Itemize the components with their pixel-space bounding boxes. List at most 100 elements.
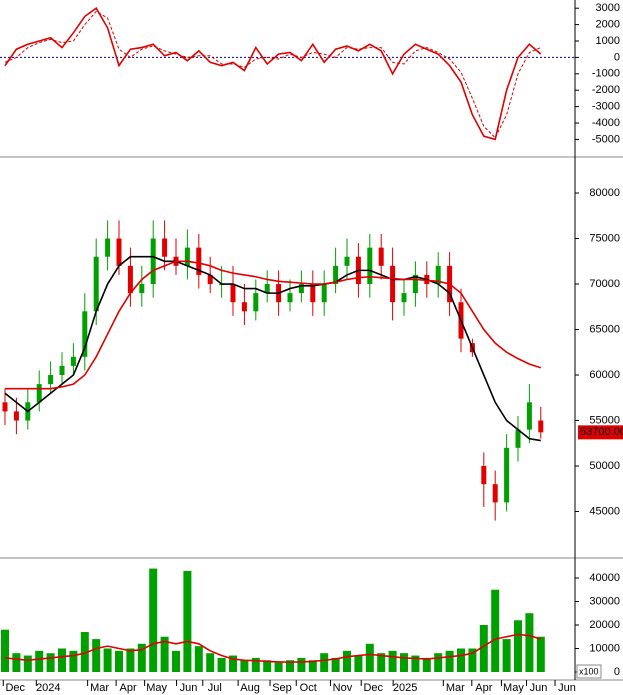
volume-bar	[149, 568, 158, 672]
volume-bar	[468, 648, 477, 672]
candle-body	[70, 356, 76, 366]
y-tick-label: 75000	[589, 232, 620, 244]
volume-bar	[297, 657, 306, 672]
volume-bar	[172, 650, 180, 672]
candle-body	[526, 402, 532, 430]
y-tick-label: 50000	[589, 460, 620, 472]
last-price-label: 53700.00	[580, 426, 623, 438]
y-tick-label: 0	[614, 51, 620, 63]
y-tick-label: 65000	[589, 323, 620, 335]
volume-bar	[514, 620, 522, 672]
y-tick-label: 1000	[596, 35, 620, 47]
candle-body	[13, 411, 19, 421]
volume-bar	[137, 643, 146, 672]
x-tick-label: Mar	[446, 682, 465, 694]
candle-body	[333, 265, 339, 285]
candle-body	[412, 274, 418, 294]
volume-bar	[377, 653, 386, 672]
volume-bar	[331, 657, 340, 672]
oscillator-line	[4, 10, 541, 139]
candle-body	[264, 284, 270, 294]
volume-bar	[12, 653, 21, 672]
candle-body	[367, 247, 373, 285]
candle-body	[253, 293, 259, 312]
volume-bar	[274, 662, 283, 672]
volume-bar	[536, 636, 545, 672]
volume-bar	[194, 646, 203, 672]
candle-body	[184, 247, 190, 266]
candle-body	[116, 238, 122, 266]
x-tick-label: Jun	[558, 682, 576, 694]
x-tick-label: Jun	[180, 682, 198, 694]
x-tick-label: Nov	[333, 682, 353, 694]
volume-bar	[80, 632, 89, 672]
volume-bar	[457, 648, 465, 672]
volume-bar	[479, 624, 488, 672]
x-tick-label: Oct	[300, 682, 317, 694]
x-tick-label: Sep	[272, 682, 292, 694]
y-tick-label: 30000	[589, 595, 620, 607]
candle-body	[310, 284, 316, 303]
y-tick-label: -2000	[592, 84, 620, 96]
candle-body	[401, 293, 407, 303]
volume-bar	[183, 570, 192, 672]
candle-body	[492, 484, 498, 503]
x-tick-label: Jun	[530, 682, 548, 694]
moving-average	[4, 255, 541, 442]
volume-bar	[58, 648, 66, 672]
volume-bar	[434, 653, 443, 672]
volume-bar	[126, 648, 135, 672]
candle-body	[298, 284, 304, 294]
volume-bar	[160, 636, 169, 672]
candle-body	[435, 265, 441, 285]
candle-body	[82, 311, 88, 357]
x-tick-label: Mar	[90, 682, 109, 694]
volume-ma	[4, 633, 542, 663]
x-tick-label: Apr	[475, 682, 492, 694]
volume-bar	[35, 650, 44, 672]
volume-bar	[354, 655, 363, 672]
volume-bar	[400, 653, 408, 672]
x-tick-label: May	[146, 682, 167, 694]
candle-body	[59, 365, 65, 376]
x-tick-label: Aug	[240, 682, 260, 694]
candle-body	[93, 256, 99, 312]
candle-body	[287, 293, 293, 303]
y-tick-label: 45000	[589, 505, 620, 517]
volume-bar	[229, 655, 237, 672]
y-tick-label: 70000	[589, 278, 620, 290]
unit-box	[576, 664, 602, 679]
candle-body	[162, 238, 168, 257]
x-tick-label: Dec	[5, 682, 25, 694]
volume-bar	[411, 655, 420, 672]
candle-body	[515, 429, 521, 448]
y-tick-label: 20000	[589, 619, 620, 631]
volume-bar	[217, 657, 226, 672]
y-tick-label: 40000	[589, 572, 620, 584]
last-price-box	[578, 425, 623, 440]
x-tick-label: 2025	[393, 682, 417, 694]
volume-bar	[251, 657, 260, 672]
y-tick-label: 60000	[589, 369, 620, 381]
x-tick-label: Apr	[120, 682, 137, 694]
y-tick-label: 10000	[589, 642, 620, 654]
volume-bar	[491, 589, 500, 672]
candle-body	[504, 447, 510, 503]
volume-bar	[445, 650, 454, 672]
candle-body	[139, 284, 145, 294]
volume-bar	[422, 657, 431, 672]
volume-bar	[388, 650, 397, 672]
candle-body	[230, 284, 236, 303]
candle-body	[127, 265, 133, 294]
volume-bar	[92, 639, 101, 672]
candle-body	[378, 247, 384, 266]
oscillator-line	[4, 7, 542, 141]
volume-bar	[525, 613, 534, 672]
volume-bar	[103, 648, 112, 672]
y-tick-label: -3000	[592, 101, 620, 113]
volume-bar	[206, 653, 215, 672]
y-tick-label: 80000	[589, 187, 620, 199]
y-tick-label: 3000	[596, 2, 620, 14]
